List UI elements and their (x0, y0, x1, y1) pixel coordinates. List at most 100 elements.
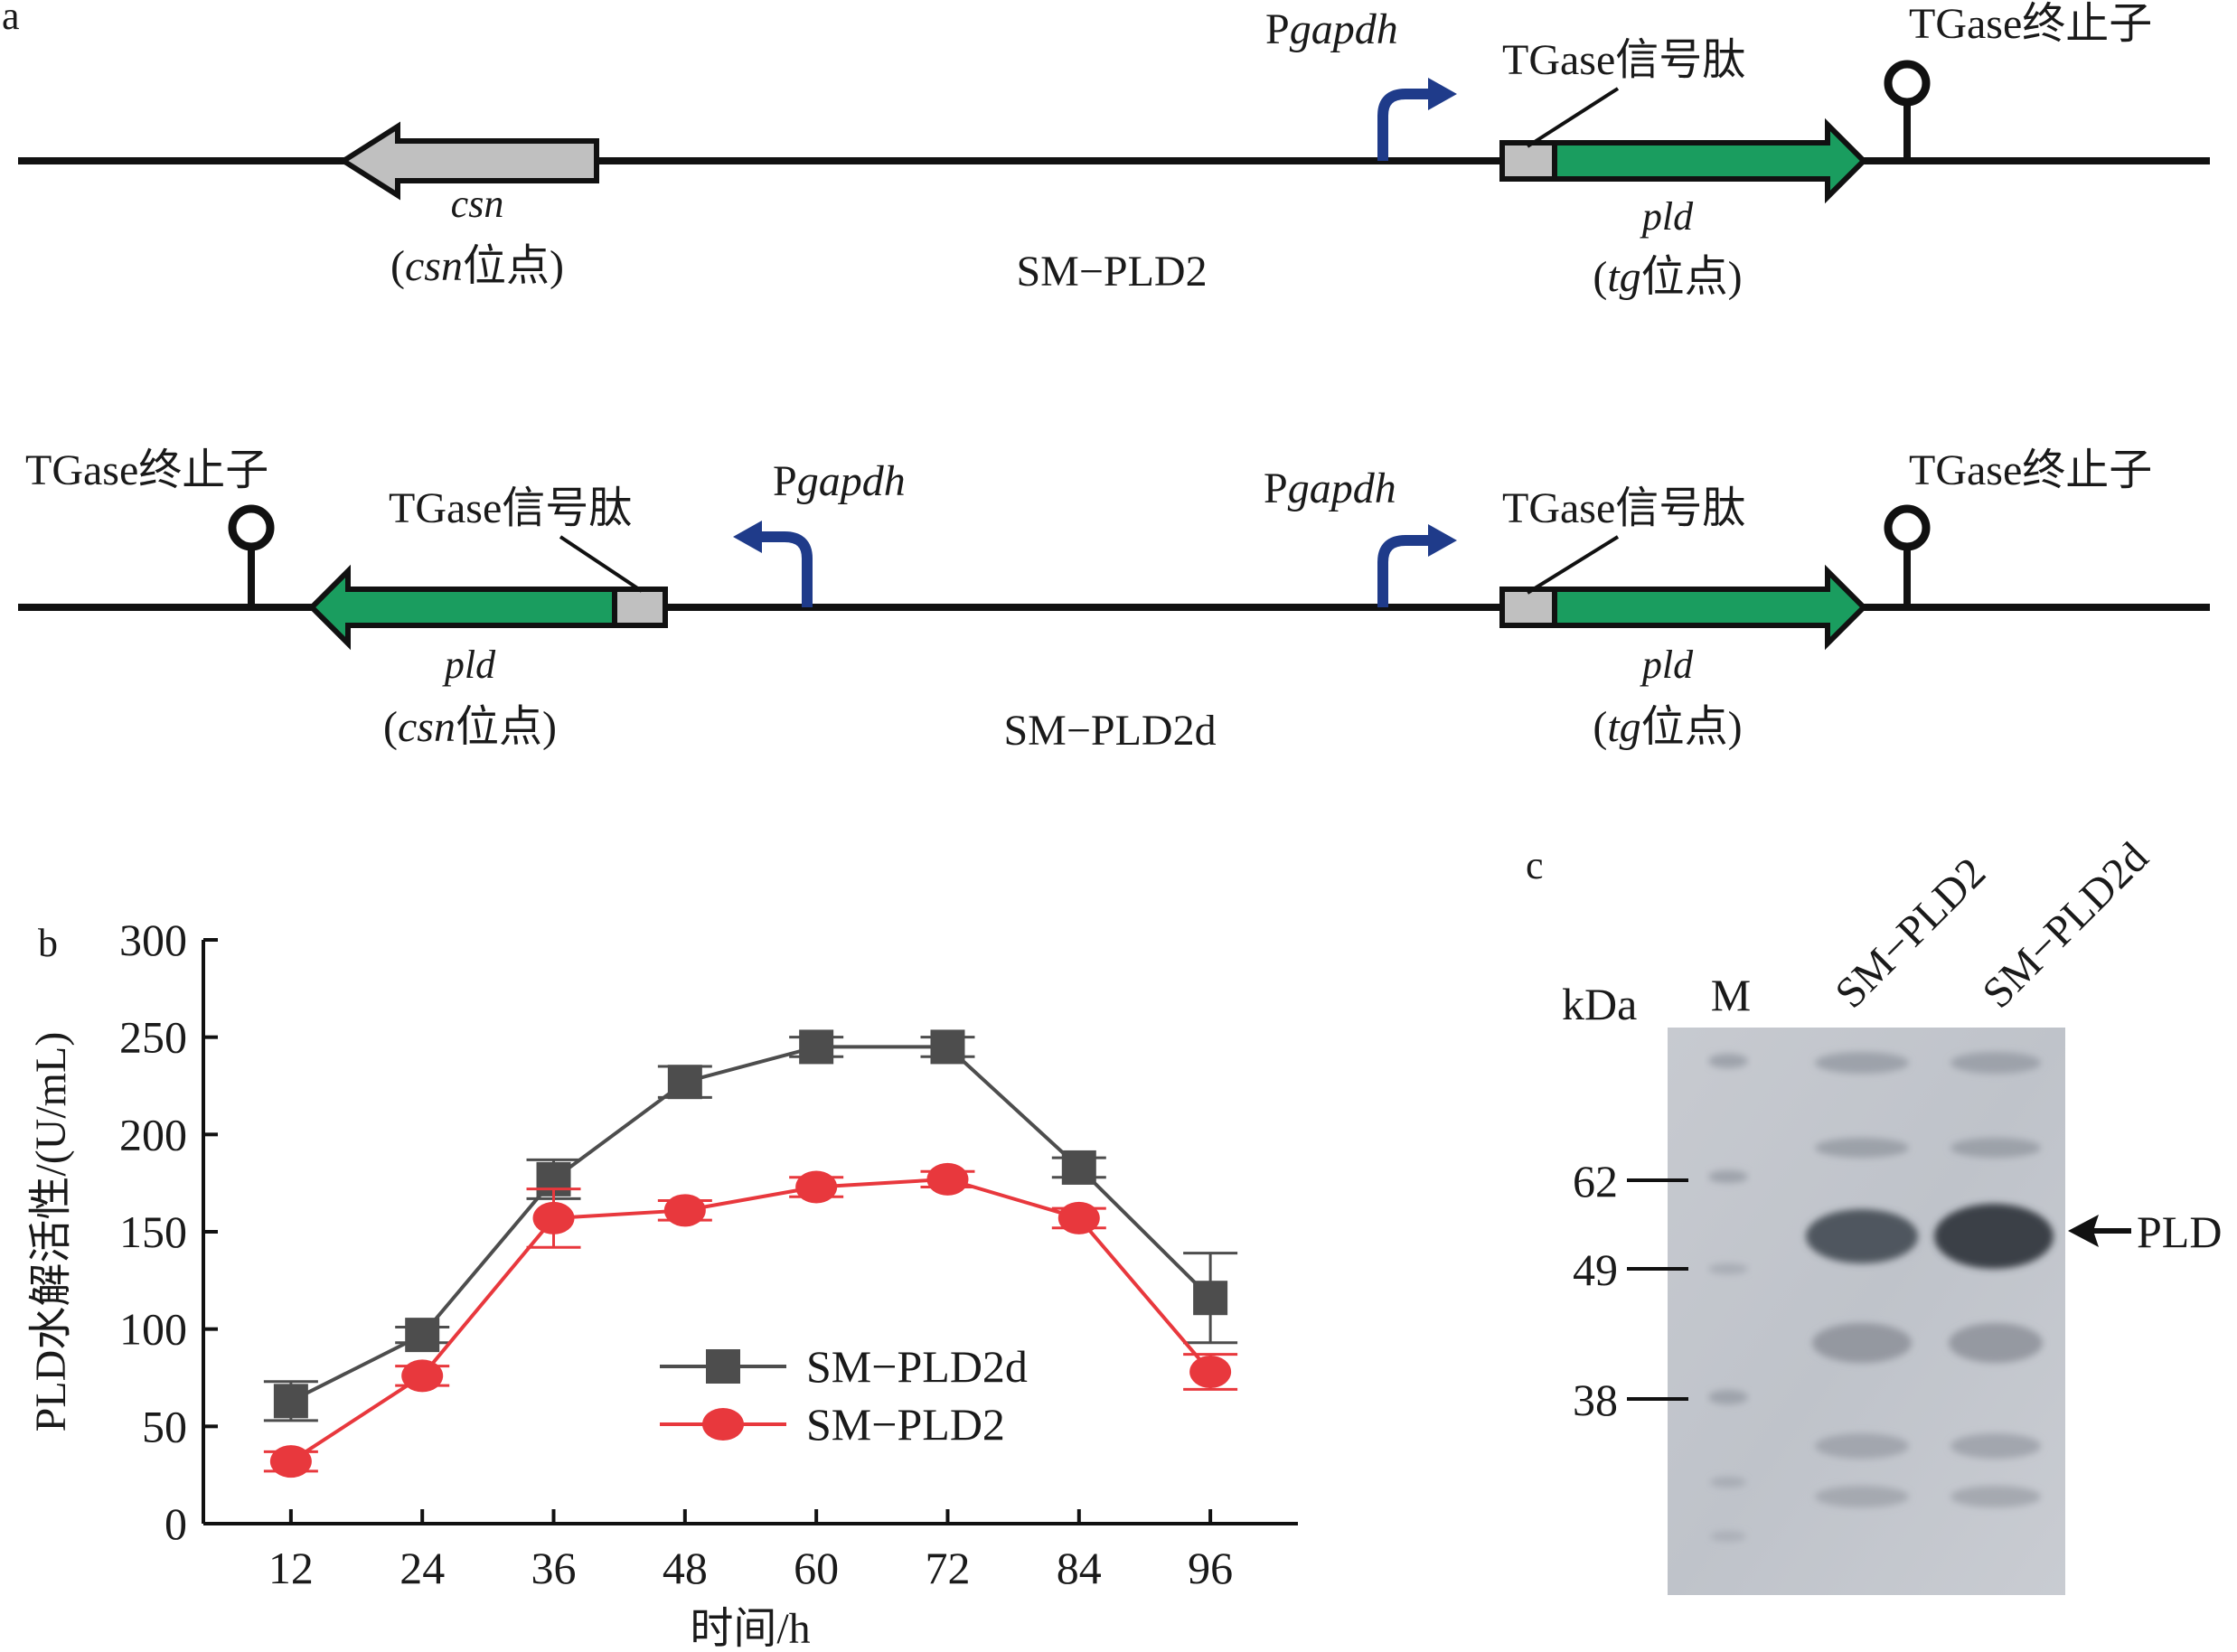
mw-label-49: 49 (1573, 1244, 1618, 1295)
lane-label-sm-pld2d: SM−PLD2d (1973, 833, 2157, 1018)
x-axis-title: 时间/h (690, 1605, 810, 1652)
right-terminator-label: TGase终止子 (1909, 446, 2152, 494)
left-pld-gene-arrow (307, 564, 617, 651)
panel-a-label: a (2, 0, 20, 38)
marker-band (1708, 1263, 1748, 1274)
panel-c-label: c (1526, 843, 1544, 887)
promoter-label: Pgapdh (1265, 5, 1398, 53)
right-terminator-icon (1884, 504, 1931, 551)
left-promoter-arrow-icon (757, 531, 813, 607)
panel-a: a csn (csn位点) SM−PLD2 Pgapdh TGase信号肽 TG… (2, 0, 2210, 755)
csn-gene-arrow (338, 121, 599, 201)
left-terminator-label: TGase终止子 (25, 446, 268, 494)
x-tick-label: 72 (925, 1543, 970, 1593)
lane-label-sm-pld2: SM−PLD2 (1826, 849, 1995, 1018)
construct-name-sm-pld2d: SM−PLD2d (1003, 707, 1216, 755)
data-point-circle (1189, 1356, 1232, 1389)
pld-band (1934, 1204, 2054, 1269)
data-point-square (799, 1029, 834, 1065)
data-point-circle (663, 1194, 706, 1227)
right-promoter-label: Pgapdh (1264, 465, 1396, 512)
panel-c-gel: c kDa M SM−PLD2 SM−PLD2d (1526, 833, 2222, 1595)
csn-locus-label: (csn位点) (383, 703, 557, 751)
y-tick-label: 100 (119, 1304, 187, 1355)
marker-band (1708, 1390, 1748, 1404)
gel-bands (1708, 1052, 2054, 1542)
panel-b-label: b (38, 921, 58, 965)
x-tick-label: 60 (794, 1543, 839, 1593)
data-point-square (273, 1384, 308, 1419)
gel-background (1668, 1028, 2065, 1595)
data-point-square (405, 1318, 440, 1353)
chart-legend: SM−PLD2d SM−PLD2 (660, 1341, 1028, 1450)
right-pld-gene-label: pld (1640, 643, 1694, 687)
mw-markers: 62 49 38 (1573, 1156, 1688, 1425)
gel-band (1815, 1052, 1909, 1074)
right-pld-gene-arrow (1552, 564, 1868, 651)
left-pld-gene-label: pld (442, 643, 496, 687)
data-point-square (667, 1065, 702, 1100)
gel-band (1950, 1433, 2041, 1459)
marker-band (1710, 1531, 1746, 1542)
pld-gene-label: pld (1640, 194, 1694, 239)
mw-label-38: 38 (1573, 1375, 1618, 1425)
right-promoter-arrow-icon (1377, 535, 1433, 607)
promoter-arrow-icon (1377, 89, 1433, 161)
promoter-arrowhead (1428, 78, 1457, 110)
y-axis-title: PLD水解活性/(U/mL) (27, 1032, 75, 1432)
pld-arrow-icon (2068, 1215, 2099, 1247)
x-tick-label: 48 (663, 1543, 708, 1593)
terminator-icon (1884, 60, 1931, 107)
construct-sm-pld2d: TGase终止子 TGase信号肽 pld (csn位点) Pgapdh SM−… (18, 446, 2210, 755)
construct-sm-pld2: csn (csn位点) SM−PLD2 Pgapdh TGase信号肽 TGas… (18, 0, 2210, 301)
x-tick-label: 12 (268, 1543, 314, 1593)
pld-gene-arrow (1552, 117, 1868, 204)
data-point-circle (401, 1359, 444, 1393)
data-point-circle (1057, 1201, 1100, 1234)
y-tick-label: 250 (119, 1012, 187, 1063)
y-tick-label: 200 (119, 1109, 187, 1159)
right-signal-peptide-box (1499, 587, 1557, 628)
y-ticks: 0 50 100 150 200 250 300 (119, 915, 218, 1549)
gel-band (1815, 1433, 1909, 1459)
legend-marker-square (706, 1349, 740, 1384)
data-point-circle (926, 1162, 969, 1196)
gel-band (1950, 1052, 2041, 1074)
marker-band (1708, 1170, 1748, 1183)
data-point-square (1193, 1281, 1228, 1316)
kda-label: kDa (1562, 979, 1637, 1029)
data-point-circle (795, 1170, 838, 1204)
signal-peptide-box (1499, 140, 1557, 182)
gel-band (1950, 1486, 2041, 1507)
series-sm-pld2d (263, 1029, 1238, 1422)
panel-b-chart: b 0 50 100 150 200 250 300 12 24 36 48 60 72 84 96 PL… (27, 915, 1298, 1652)
pld-band (1806, 1209, 1918, 1263)
gel-band (1950, 1138, 2041, 1158)
x-tick-label: 24 (399, 1543, 445, 1593)
lane-sm-pld2 (1806, 1052, 1918, 1507)
series-sm-pld2 (263, 1162, 1238, 1478)
gel-band (1815, 1486, 1909, 1507)
marker-band (1710, 1477, 1746, 1488)
gel-band (1815, 1138, 1909, 1158)
y-tick-label: 50 (142, 1401, 187, 1451)
construct-name-sm-pld2: SM−PLD2 (1016, 248, 1207, 296)
y-tick-label: 0 (164, 1498, 187, 1549)
marker-lane (1708, 1054, 1748, 1542)
right-signal-peptide-label: TGase信号肽 (1502, 484, 1745, 532)
series-line (289, 1177, 1212, 1463)
tg-locus-label: (tg位点) (1593, 253, 1742, 301)
data-point-square (1061, 1150, 1096, 1185)
left-terminator-icon (228, 504, 275, 551)
signal-peptide-leader (1526, 87, 1620, 148)
left-signal-peptide-leader (559, 535, 644, 593)
csn-gene-label: csn (451, 182, 504, 226)
gel-band (1812, 1323, 1912, 1363)
legend-label: SM−PLD2 (806, 1399, 1005, 1450)
x-tick-label: 96 (1188, 1543, 1233, 1593)
left-signal-peptide-label: TGase信号肽 (389, 484, 632, 532)
marker-band (1708, 1054, 1748, 1068)
data-point-square (930, 1029, 965, 1065)
signal-peptide-label: TGase信号肽 (1502, 36, 1745, 84)
